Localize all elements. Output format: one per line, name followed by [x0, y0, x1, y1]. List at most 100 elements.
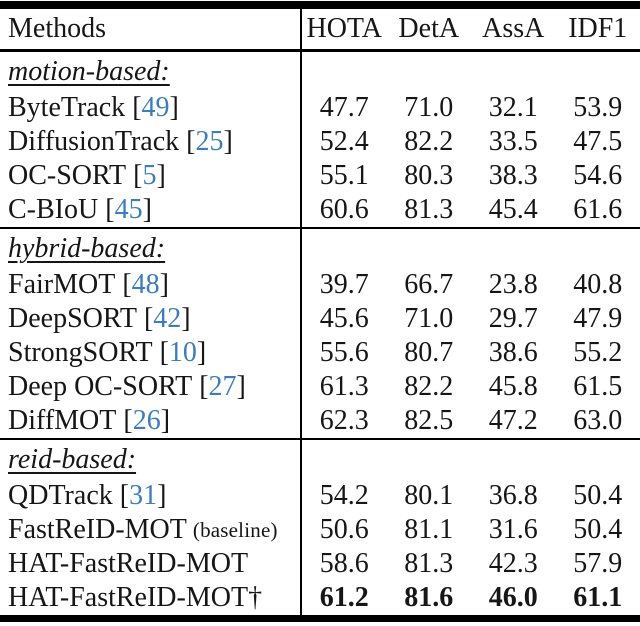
- cite-bracket-close: ]: [236, 371, 246, 402]
- cite-bracket-open: [: [186, 126, 196, 157]
- metric-value: 60.6: [319, 194, 369, 225]
- method-name: DiffMOT: [8, 405, 117, 436]
- metric-value: 61.5: [573, 371, 623, 402]
- method-name-cell: DiffMOT[26]: [0, 404, 300, 438]
- cite-bracket-close: ]: [169, 92, 179, 123]
- citation-link[interactable]: 25: [195, 126, 224, 157]
- cite-bracket-close: ]: [181, 303, 191, 334]
- metric-value: 81.3: [404, 548, 454, 579]
- metric-value: 45.8: [488, 371, 538, 402]
- section-label-cell: motion-based:: [0, 52, 300, 91]
- metric-values: 47.7 71.0 32.1 53.9: [300, 91, 640, 125]
- metric-values: 60.6 81.3 45.4 61.6: [300, 193, 640, 227]
- metric-value: 57.9: [573, 548, 623, 579]
- section-reid-based: reid-based:: [0, 440, 640, 479]
- metric-values: 39.7 66.7 23.8 40.8: [300, 268, 640, 302]
- section-motion-based: motion-based:: [0, 52, 640, 91]
- method-name: ByteTrack: [8, 92, 126, 123]
- metric-value: 39.7: [319, 269, 369, 300]
- section-label-cell: hybrid-based:: [0, 229, 300, 268]
- metric-value: 71.0: [404, 92, 454, 123]
- citation-link[interactable]: 10: [168, 337, 197, 368]
- metric-values: 62.3 82.5 47.2 63.0: [300, 404, 640, 438]
- citation-link[interactable]: 49: [141, 92, 170, 123]
- section-label: reid-based:: [8, 444, 137, 475]
- bottom-rule: [0, 615, 640, 622]
- table-row: StrongSORT[10] 55.6 80.7 38.6 55.2: [0, 336, 640, 370]
- section-label: motion-based:: [8, 56, 170, 87]
- method-name: DiffusionTrack: [8, 126, 180, 157]
- cite-bracket-open: [: [119, 480, 130, 511]
- metric-value: 46.0: [488, 582, 538, 613]
- cite-bracket-close: ]: [196, 337, 207, 368]
- cite-bracket-close: ]: [160, 405, 171, 436]
- section-empty-values: [300, 52, 640, 91]
- metric-value: 52.4: [319, 126, 369, 157]
- metric-value: 31.6: [488, 514, 538, 545]
- header-rule: [0, 49, 640, 52]
- methods-header: Methods: [8, 13, 106, 44]
- metric-value: 61.6: [573, 194, 623, 225]
- method-name: StrongSORT: [8, 337, 153, 368]
- metric-value: 38.6: [488, 337, 538, 368]
- metric-value: 82.2: [404, 371, 454, 402]
- metric-value: 82.2: [404, 126, 454, 157]
- cite-bracket-open: [: [122, 269, 132, 300]
- metric-value: 66.7: [404, 269, 454, 300]
- metric-value: 36.8: [488, 480, 538, 511]
- baseline-note: (baseline): [192, 517, 278, 542]
- table-row: DiffMOT[26] 62.3 82.5 47.2 63.0: [0, 404, 640, 438]
- cite-bracket-open: [: [159, 337, 169, 368]
- method-name-cell: FastReID-MOT (baseline): [0, 513, 300, 547]
- metric-value: 47.7: [319, 92, 369, 123]
- method-name-cell: ByteTrack[49]: [0, 91, 300, 125]
- cite-bracket-close: ]: [142, 194, 152, 225]
- method-name-cell: HAT-FastReID-MOT†: [0, 581, 300, 615]
- method-name: FastReID-MOT: [8, 514, 187, 545]
- metric-value: 50.4: [573, 514, 623, 545]
- citation-link[interactable]: 42: [153, 303, 182, 334]
- top-rule: [0, 1, 640, 9]
- metric-value: 33.5: [488, 126, 538, 157]
- metric-values: 55.1 80.3 38.3 54.6: [300, 159, 640, 193]
- method-name: HAT-FastReID-MOT†: [8, 582, 263, 613]
- metric-value: 32.1: [488, 92, 538, 123]
- table-row: C-BIoU[45] 60.6 81.3 45.4 61.6: [0, 193, 640, 227]
- metric-value: 62.3: [319, 405, 369, 436]
- metric-value: 42.3: [488, 548, 538, 579]
- metric-value: 80.1: [404, 480, 454, 511]
- metric-values: 58.6 81.3 42.3 57.9: [300, 547, 640, 581]
- section-rule: [0, 438, 640, 440]
- metric-value: 80.7: [404, 337, 454, 368]
- cite-bracket-close: ]: [223, 126, 233, 157]
- metric-values: 45.6 71.0 29.7 47.9: [300, 302, 640, 336]
- citation-link[interactable]: 5: [142, 160, 157, 191]
- citation-link[interactable]: 27: [208, 371, 237, 402]
- cite-bracket-close: ]: [156, 160, 166, 191]
- section-empty-values: [300, 229, 640, 268]
- table-row: HAT-FastReID-MOT† 61.2 81.6 46.0 61.1: [0, 581, 640, 615]
- metric-value: 54.6: [573, 160, 623, 191]
- method-name: Deep OC-SORT: [8, 371, 193, 402]
- method-name-cell: StrongSORT[10]: [0, 336, 300, 370]
- metric-value: 47.5: [573, 126, 623, 157]
- metric-value: 50.4: [573, 480, 623, 511]
- citation-link[interactable]: 48: [131, 269, 160, 300]
- method-name: OC-SORT: [8, 160, 127, 191]
- citation-link[interactable]: 26: [132, 405, 161, 436]
- metric-value: 29.7: [488, 303, 538, 334]
- table-row: DiffusionTrack[25] 52.4 82.2 33.5 47.5: [0, 125, 640, 159]
- metric-value: 55.6: [319, 337, 369, 368]
- citation-link[interactable]: 45: [114, 194, 143, 225]
- table-row: OC-SORT[5] 55.1 80.3 38.3 54.6: [0, 159, 640, 193]
- metric-value: 50.6: [319, 514, 369, 545]
- section-label-cell: reid-based:: [0, 440, 300, 479]
- metric-value: 47.2: [488, 405, 538, 436]
- metric-values: 50.6 81.1 31.6 50.4: [300, 513, 640, 547]
- method-name-cell: Deep OC-SORT[27]: [0, 370, 300, 404]
- citation-link[interactable]: 31: [129, 480, 158, 511]
- section-hybrid-based: hybrid-based:: [0, 229, 640, 268]
- method-name-cell: HAT-FastReID-MOT: [0, 547, 300, 581]
- method-name-cell: DiffusionTrack[25]: [0, 125, 300, 159]
